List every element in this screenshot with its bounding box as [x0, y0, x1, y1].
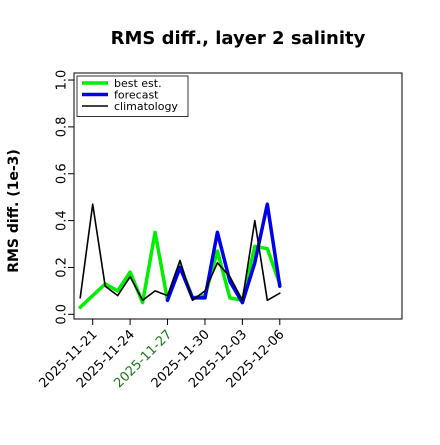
y-tick-label: 0.2	[55, 257, 70, 278]
y-tick-label: 0.4	[55, 210, 70, 231]
series-line-climatology	[79, 203, 281, 302]
legend-label: climatology	[114, 100, 178, 113]
series-layer	[78, 202, 282, 310]
y-tick-label: 0.8	[55, 117, 70, 138]
chart-title: RMS diff., layer 2 salinity	[111, 28, 366, 49]
y-tick-label: 0.6	[55, 163, 70, 184]
legend-label: best est.	[114, 77, 162, 90]
series-line-best-est	[78, 230, 282, 310]
y-tick-label: 1.0	[55, 70, 70, 91]
legend-label: forecast	[114, 89, 159, 102]
plot-frame	[73, 72, 403, 320]
y-tick-label: 0.0	[55, 304, 70, 325]
y-axis-label: RMS diff. (1e-3)	[6, 149, 22, 273]
